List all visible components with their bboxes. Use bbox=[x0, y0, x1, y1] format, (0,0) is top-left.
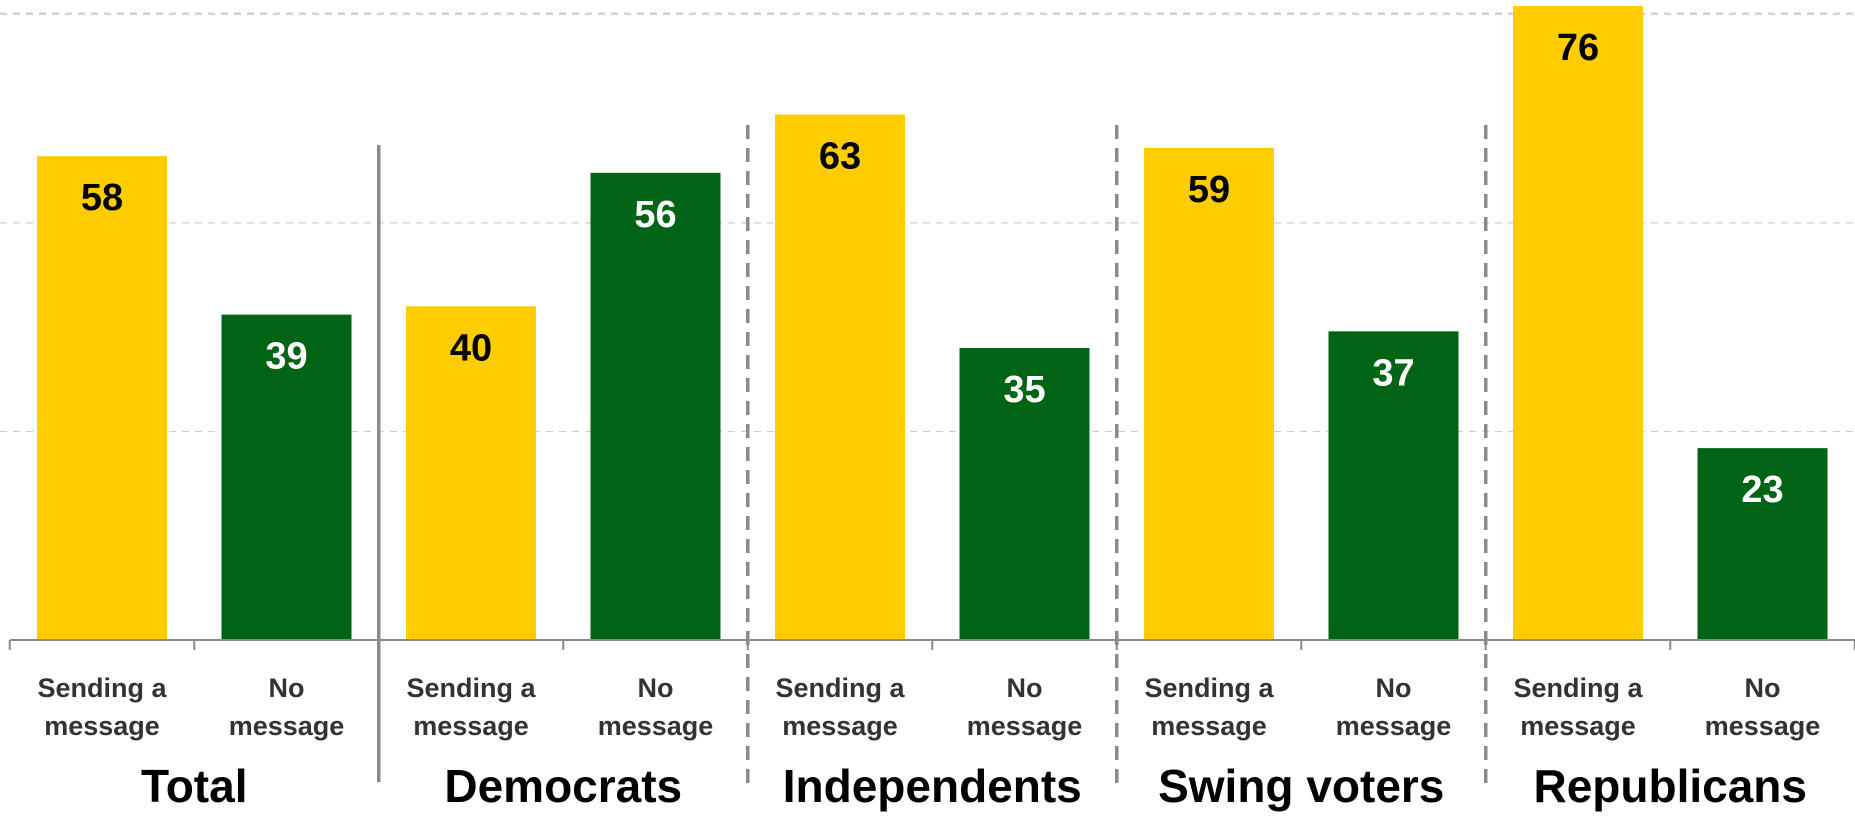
data-label: 58 bbox=[81, 177, 123, 219]
data-label: 40 bbox=[450, 327, 492, 369]
tick-label-line2: message bbox=[413, 711, 529, 741]
data-label: 76 bbox=[1557, 27, 1599, 69]
data-label: 56 bbox=[634, 194, 676, 236]
bar-democrats-no-message bbox=[590, 172, 721, 640]
tick-label-line2: message bbox=[229, 711, 345, 741]
data-label: 35 bbox=[1003, 369, 1045, 411]
tick-label-line1: No bbox=[1745, 673, 1781, 703]
bar-swing-voters-sending-a-message bbox=[1144, 147, 1274, 640]
data-label: 59 bbox=[1188, 169, 1230, 211]
tick-label-line1: No bbox=[638, 673, 674, 703]
bar-total-no-message bbox=[221, 314, 352, 640]
x-axis bbox=[8, 639, 1855, 650]
group-label-independents: Independents bbox=[783, 760, 1082, 812]
bars bbox=[37, 6, 1828, 640]
bar-republicans-no-message bbox=[1697, 448, 1828, 640]
group-label-democrats: Democrats bbox=[444, 760, 682, 812]
labels: 58 Sending a message 39 No message Total 40 Send… bbox=[37, 27, 1820, 812]
tick-label-line1: Sending a bbox=[775, 673, 905, 703]
tick-label-line2: message bbox=[1336, 711, 1452, 741]
tick-label-line2: message bbox=[44, 711, 160, 741]
tick-label-line1: No bbox=[1376, 673, 1412, 703]
group-label-swing-voters: Swing voters bbox=[1158, 760, 1444, 812]
data-label: 23 bbox=[1741, 469, 1783, 511]
bar-swing-voters-no-message bbox=[1328, 331, 1459, 640]
tick-label-line1: No bbox=[1007, 673, 1043, 703]
tick-label-line2: message bbox=[967, 711, 1083, 741]
tick-label-line2: message bbox=[782, 711, 898, 741]
bar-independents-sending-a-message bbox=[775, 114, 905, 640]
tick-label-line1: Sending a bbox=[1513, 673, 1643, 703]
bar-democrats-sending-a-message bbox=[406, 306, 536, 640]
tick-label-line1: Sending a bbox=[1144, 673, 1274, 703]
tick-label-line1: Sending a bbox=[37, 673, 167, 703]
tick-label-line2: message bbox=[1520, 711, 1636, 741]
tick-label-line2: message bbox=[1151, 711, 1267, 741]
tick-label-line2: message bbox=[598, 711, 714, 741]
gridlines bbox=[0, 12, 1855, 433]
tick-label-line1: Sending a bbox=[406, 673, 536, 703]
tick-label-line2: message bbox=[1705, 711, 1821, 741]
data-label: 63 bbox=[819, 135, 861, 177]
group-label-total: Total bbox=[141, 760, 247, 812]
bar-republicans-sending-a-message bbox=[1513, 6, 1643, 640]
bar-independents-no-message bbox=[959, 348, 1090, 640]
bar-total-sending-a-message bbox=[37, 156, 167, 640]
group-separators bbox=[377, 125, 1488, 790]
data-label: 39 bbox=[265, 336, 307, 378]
data-label: 37 bbox=[1372, 352, 1414, 394]
group-label-republicans: Republicans bbox=[1533, 760, 1807, 812]
tick-label-line1: No bbox=[269, 673, 305, 703]
